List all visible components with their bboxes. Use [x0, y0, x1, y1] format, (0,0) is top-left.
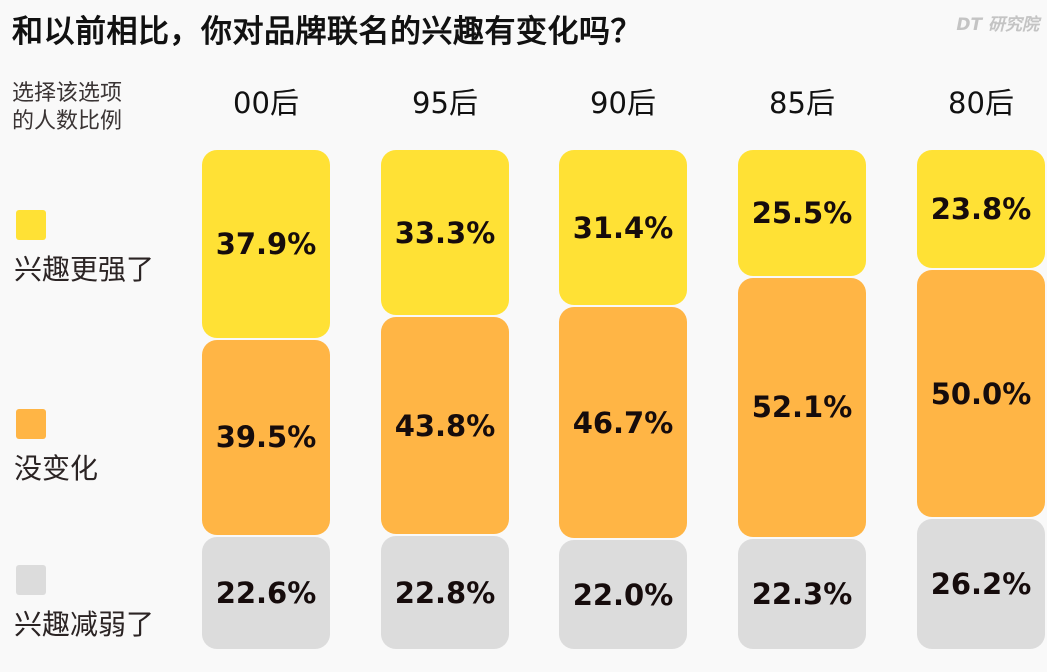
legend-label-stronger: 兴趣更强了	[14, 253, 155, 286]
bar-segment-stronger: 23.8%	[917, 150, 1045, 268]
bar-segment-stronger: 33.3%	[381, 150, 509, 315]
legend-swatch-stronger	[16, 210, 46, 240]
y-axis-label-line-2: 的人数比例	[12, 109, 123, 134]
bar-segment-stronger: 25.5%	[738, 150, 866, 277]
bar-stack: 25.5% 52.1% 22.3%	[738, 150, 866, 649]
bar-segment-same: 43.8%	[381, 317, 509, 535]
bar-segment-same: 50.0%	[917, 269, 1045, 518]
chart-title: 和以前相比，你对品牌联名的兴趣有变化吗？	[12, 14, 642, 50]
bar-segment-same: 46.7%	[559, 307, 687, 539]
category-label: 00后	[233, 86, 299, 120]
bar-segment-same: 39.5%	[202, 339, 330, 536]
legend-swatch-weaker	[16, 565, 46, 595]
legend-label-same: 没变化	[14, 452, 99, 485]
bar-segment-stronger: 31.4%	[559, 150, 687, 306]
legend-item-same: 没变化	[14, 409, 194, 487]
bar-segment-weaker: 22.0%	[559, 540, 687, 650]
category-label: 90后	[590, 86, 656, 120]
bar-segment-weaker: 22.6%	[202, 537, 330, 650]
bar-stack: 33.3% 43.8% 22.8%	[381, 150, 509, 649]
category-label: 85后	[769, 86, 835, 120]
category-label: 95后	[412, 86, 478, 120]
y-axis-label: 选择该选项 的人数比例	[12, 80, 182, 136]
legend-label-weaker: 兴趣减弱了	[14, 608, 155, 641]
y-axis-label-line-1: 选择该选项	[12, 81, 123, 106]
bar-segment-stronger: 37.9%	[202, 150, 330, 338]
category-label: 80后	[948, 86, 1014, 120]
bar-segment-same: 52.1%	[738, 278, 866, 537]
bar-stack: 37.9% 39.5% 22.6%	[202, 150, 330, 650]
bar-stack: 31.4% 46.7% 22.0%	[559, 150, 687, 650]
legend-item-weaker: 兴趣减弱了	[14, 565, 194, 643]
legend-item-stronger: 兴趣更强了	[14, 210, 194, 288]
legend-swatch-same	[16, 409, 46, 439]
bar-segment-weaker: 26.2%	[917, 519, 1045, 649]
bar-segment-weaker: 22.8%	[381, 536, 509, 649]
bar-segment-weaker: 22.3%	[738, 538, 866, 649]
dt-logo: DT 研究院	[956, 15, 1039, 35]
bar-stack: 23.8% 50.0% 26.2%	[917, 150, 1045, 649]
